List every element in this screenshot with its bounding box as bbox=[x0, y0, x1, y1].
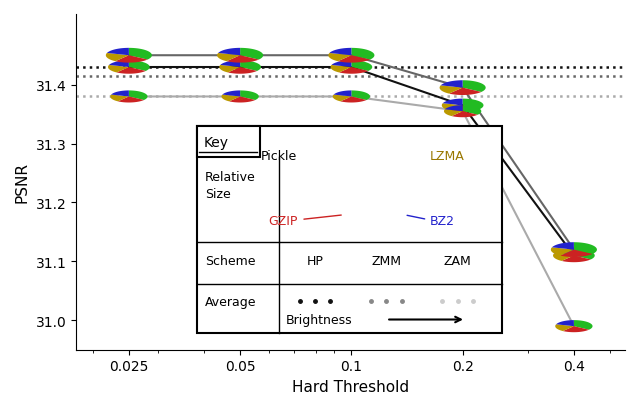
Text: BZ2: BZ2 bbox=[430, 214, 455, 227]
Polygon shape bbox=[442, 104, 463, 111]
Polygon shape bbox=[116, 68, 146, 74]
Polygon shape bbox=[463, 81, 486, 93]
Polygon shape bbox=[574, 243, 597, 254]
Polygon shape bbox=[330, 49, 351, 56]
Polygon shape bbox=[351, 49, 374, 61]
Polygon shape bbox=[451, 106, 479, 113]
Polygon shape bbox=[339, 68, 368, 74]
Polygon shape bbox=[562, 256, 591, 263]
Polygon shape bbox=[110, 95, 129, 102]
Polygon shape bbox=[222, 91, 240, 97]
Polygon shape bbox=[115, 56, 148, 63]
Polygon shape bbox=[129, 91, 148, 101]
Polygon shape bbox=[228, 68, 257, 74]
Text: Relative
Size: Relative Size bbox=[205, 171, 256, 201]
Text: Brightness: Brightness bbox=[286, 313, 353, 326]
Polygon shape bbox=[440, 86, 463, 94]
Polygon shape bbox=[109, 61, 129, 68]
Polygon shape bbox=[340, 97, 367, 103]
Polygon shape bbox=[554, 249, 574, 256]
Polygon shape bbox=[217, 54, 240, 62]
Polygon shape bbox=[556, 324, 574, 331]
Polygon shape bbox=[129, 49, 152, 61]
Polygon shape bbox=[227, 56, 259, 63]
Text: LZMA: LZMA bbox=[430, 149, 465, 162]
Polygon shape bbox=[561, 250, 593, 257]
Polygon shape bbox=[449, 88, 481, 96]
Polygon shape bbox=[240, 91, 259, 101]
Text: HP: HP bbox=[307, 255, 323, 267]
Text: ZAM: ZAM bbox=[444, 255, 472, 267]
Text: ZMM: ZMM bbox=[371, 255, 401, 267]
Polygon shape bbox=[240, 49, 263, 61]
Polygon shape bbox=[444, 110, 463, 117]
Text: GZIP: GZIP bbox=[268, 214, 298, 227]
Polygon shape bbox=[351, 91, 370, 101]
Polygon shape bbox=[452, 112, 477, 118]
Text: Pickle: Pickle bbox=[261, 149, 298, 162]
Polygon shape bbox=[107, 49, 129, 56]
Polygon shape bbox=[218, 49, 240, 56]
Polygon shape bbox=[445, 106, 463, 112]
X-axis label: Hard Threshold: Hard Threshold bbox=[292, 379, 409, 394]
Polygon shape bbox=[463, 106, 481, 115]
Polygon shape bbox=[220, 66, 240, 73]
Polygon shape bbox=[351, 61, 372, 72]
Polygon shape bbox=[111, 91, 129, 97]
Text: Average: Average bbox=[205, 295, 257, 308]
Polygon shape bbox=[463, 99, 483, 110]
Polygon shape bbox=[556, 320, 574, 326]
Polygon shape bbox=[332, 61, 351, 68]
Polygon shape bbox=[220, 61, 240, 68]
Polygon shape bbox=[552, 243, 574, 250]
Polygon shape bbox=[563, 326, 589, 333]
Polygon shape bbox=[553, 254, 574, 261]
Polygon shape bbox=[333, 91, 351, 97]
Text: Key: Key bbox=[204, 135, 229, 149]
Polygon shape bbox=[106, 54, 129, 62]
Polygon shape bbox=[108, 66, 129, 73]
Polygon shape bbox=[574, 249, 595, 260]
Polygon shape bbox=[551, 248, 574, 256]
Text: Scheme: Scheme bbox=[205, 255, 255, 267]
Polygon shape bbox=[338, 56, 370, 63]
Y-axis label: PSNR: PSNR bbox=[15, 162, 30, 203]
Polygon shape bbox=[118, 97, 144, 103]
Polygon shape bbox=[240, 61, 261, 72]
Polygon shape bbox=[229, 97, 255, 103]
FancyBboxPatch shape bbox=[197, 127, 260, 157]
Polygon shape bbox=[328, 54, 351, 62]
Polygon shape bbox=[221, 95, 240, 102]
Polygon shape bbox=[333, 95, 351, 102]
Polygon shape bbox=[443, 99, 463, 106]
FancyBboxPatch shape bbox=[197, 127, 502, 333]
Polygon shape bbox=[129, 61, 150, 72]
Polygon shape bbox=[330, 66, 351, 73]
Polygon shape bbox=[441, 81, 463, 88]
Polygon shape bbox=[574, 320, 593, 330]
